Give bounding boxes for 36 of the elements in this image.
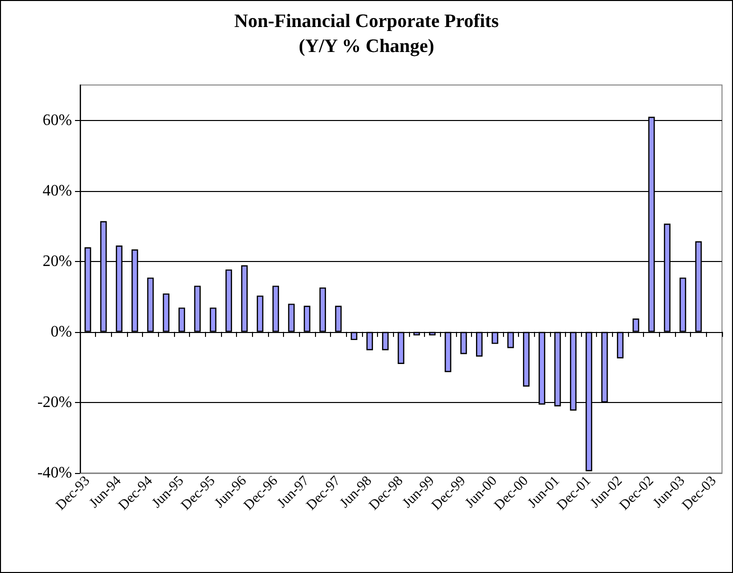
y-tick-label: -40% (37, 464, 72, 482)
bar (460, 332, 467, 354)
bar (210, 308, 216, 332)
bar (241, 265, 248, 332)
bar (256, 296, 264, 332)
bar (507, 332, 514, 348)
y-tick-label: 40% (42, 182, 72, 200)
bar (272, 286, 280, 332)
bar (492, 332, 498, 344)
bar (632, 318, 640, 332)
bar (335, 306, 342, 332)
chart-subtitle: (Y/Y % Change) (298, 36, 434, 57)
bar (680, 278, 686, 332)
bar (382, 332, 389, 350)
bar (147, 278, 154, 332)
bar (366, 332, 373, 350)
y-tick-label: 20% (42, 252, 72, 270)
bar (413, 332, 420, 336)
bar (350, 332, 358, 340)
bar (429, 332, 436, 336)
bar (194, 286, 201, 332)
bar (522, 332, 530, 387)
bar (444, 332, 452, 372)
bar (398, 332, 404, 364)
y-tick-label: -20% (37, 394, 72, 411)
bar (178, 308, 186, 332)
y-tick-label: 60% (42, 112, 72, 129)
chart-title: Non-Financial Corporate Profits (234, 11, 499, 32)
bar (288, 304, 295, 332)
bar (225, 269, 232, 332)
bar (319, 287, 326, 332)
bar (304, 306, 310, 332)
bar (476, 332, 483, 357)
y-tick-label: 0% (50, 323, 72, 340)
bar (616, 332, 624, 358)
bar (162, 293, 170, 332)
